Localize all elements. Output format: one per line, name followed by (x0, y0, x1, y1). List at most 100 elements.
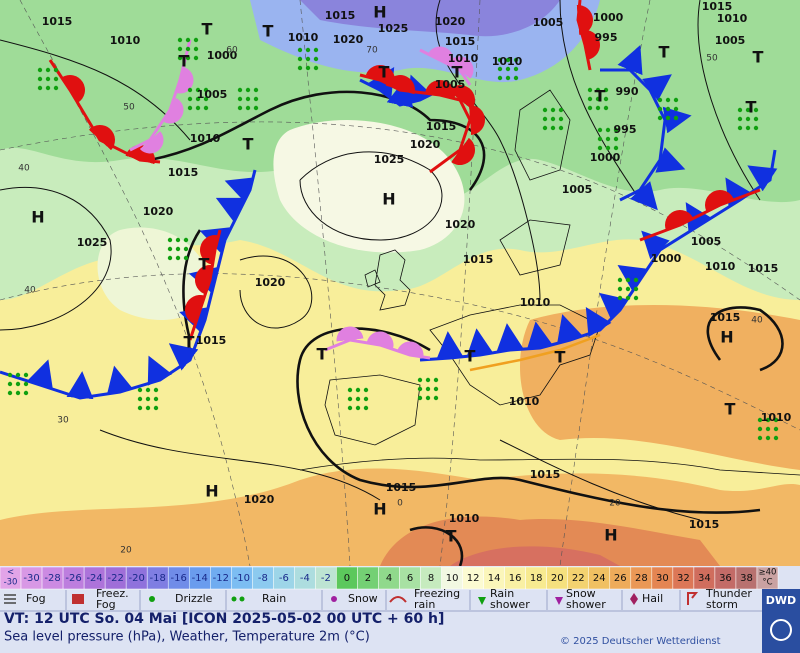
scale-label: 20 (551, 573, 564, 584)
pressure-label: 1015 (42, 15, 73, 28)
rain-symbol (425, 377, 431, 383)
rain-symbol (185, 46, 191, 52)
rain-symbol (23, 390, 29, 396)
rain-symbol (137, 387, 143, 393)
rain-symbol (757, 426, 763, 432)
scale-label: -8 (258, 573, 268, 584)
rain-symbol (305, 65, 311, 71)
rain-symbol (195, 87, 201, 93)
rain-symbol (237, 105, 243, 111)
occlusion (419, 46, 474, 86)
pressure-label: 1010 (717, 12, 748, 25)
rain-symbol (175, 255, 181, 261)
rain-symbol (145, 387, 151, 393)
rain-symbol (183, 246, 189, 252)
rain-symbol (37, 85, 43, 91)
weather-legend-label: Freez. (96, 587, 129, 600)
occlusion (324, 326, 431, 360)
pressure-label: 1015 (748, 262, 779, 275)
weather-legend-label: Fog (96, 598, 116, 611)
rain-symbol (193, 46, 199, 52)
pressure-center: H (205, 482, 218, 501)
rain-symbol (753, 116, 759, 122)
rain-symbol (167, 237, 173, 243)
rain-symbol (347, 405, 353, 411)
pressure-center: T (595, 87, 606, 106)
rain-symbol (355, 387, 361, 393)
rain-symbol (237, 96, 243, 102)
warm-front (185, 229, 222, 341)
rain-symbol (617, 286, 623, 292)
scale-label: 36 (719, 573, 732, 584)
rain-symbol (597, 127, 603, 133)
rain-symbol (145, 405, 151, 411)
scale-label: 2 (365, 573, 371, 584)
rain-symbol (7, 390, 13, 396)
rain-symbol (53, 67, 59, 73)
rain-symbol (167, 246, 173, 252)
rain-symbol (203, 96, 209, 102)
rain-symbol (657, 106, 663, 112)
rain-symbol (245, 87, 251, 93)
rain-symbol (185, 55, 191, 61)
rain-symbol (550, 116, 556, 122)
rain-symbol (183, 237, 189, 243)
map: 1015101010001005101010151020102510201015… (0, 0, 800, 567)
pressure-label: 1005 (435, 78, 466, 91)
pressure-center: H (373, 3, 386, 22)
weather-legend-label: Rain (490, 587, 514, 600)
pressure-center: T (199, 255, 210, 274)
rain-symbol (657, 115, 663, 121)
rain-symbol (417, 377, 423, 383)
weather-legend-label: Thunder (705, 587, 752, 600)
rain-symbol (737, 125, 743, 131)
pressure-label: 1025 (77, 236, 108, 249)
pressure-label: 1015 (426, 120, 457, 133)
scale-label: 26 (614, 573, 627, 584)
rain-symbol (195, 96, 201, 102)
rain-symbol (737, 116, 743, 122)
pressure-label: 1010 (520, 296, 551, 309)
rain-symbol (613, 127, 619, 133)
pressure-label: 1015 (702, 0, 733, 13)
pressure-label: 1000 (207, 49, 238, 62)
pressure-label: 995 (595, 31, 618, 44)
pressure-center: H (604, 526, 617, 545)
freezing-fog-icon (72, 594, 84, 604)
graticule-label: 40 (18, 164, 30, 174)
rain-symbol (605, 145, 611, 151)
pressure-center: T (465, 347, 476, 366)
pressure-label: 1020 (143, 205, 174, 218)
rain-symbol (175, 237, 181, 243)
dwd-logo-swirl (770, 619, 792, 641)
rain-symbol (137, 405, 143, 411)
rain-symbol (603, 96, 609, 102)
rain-symbol (765, 426, 771, 432)
scale-label: -12 (213, 573, 229, 584)
scale-label: -30 (23, 573, 39, 584)
rain-symbol (137, 396, 143, 402)
pressure-label: 1010 (761, 411, 792, 424)
rain-symbol (363, 387, 369, 393)
rain-symbol (765, 417, 771, 423)
rain-symbol (195, 105, 201, 111)
pressure-center: T (746, 98, 757, 117)
rain-symbol (53, 76, 59, 82)
scale-label: °C (762, 578, 772, 588)
rain-symbol (505, 57, 511, 63)
cold-front (0, 169, 257, 400)
scale-label: ≥40 (759, 568, 777, 578)
rain-symbol (633, 286, 639, 292)
rain-symbol (253, 96, 259, 102)
rain-symbol (15, 381, 21, 387)
pressure-center: T (202, 20, 213, 39)
weather-legend-label: Rain (262, 592, 286, 605)
rain-symbol (417, 395, 423, 401)
scale-label: -6 (279, 573, 289, 584)
pressure-center: T (379, 63, 390, 82)
hail-icon (630, 593, 638, 605)
pressure-label: 1020 (333, 33, 364, 46)
scale-label: -16 (171, 573, 187, 584)
pressure-label: 1015 (168, 166, 199, 179)
rain-symbol (542, 116, 548, 122)
